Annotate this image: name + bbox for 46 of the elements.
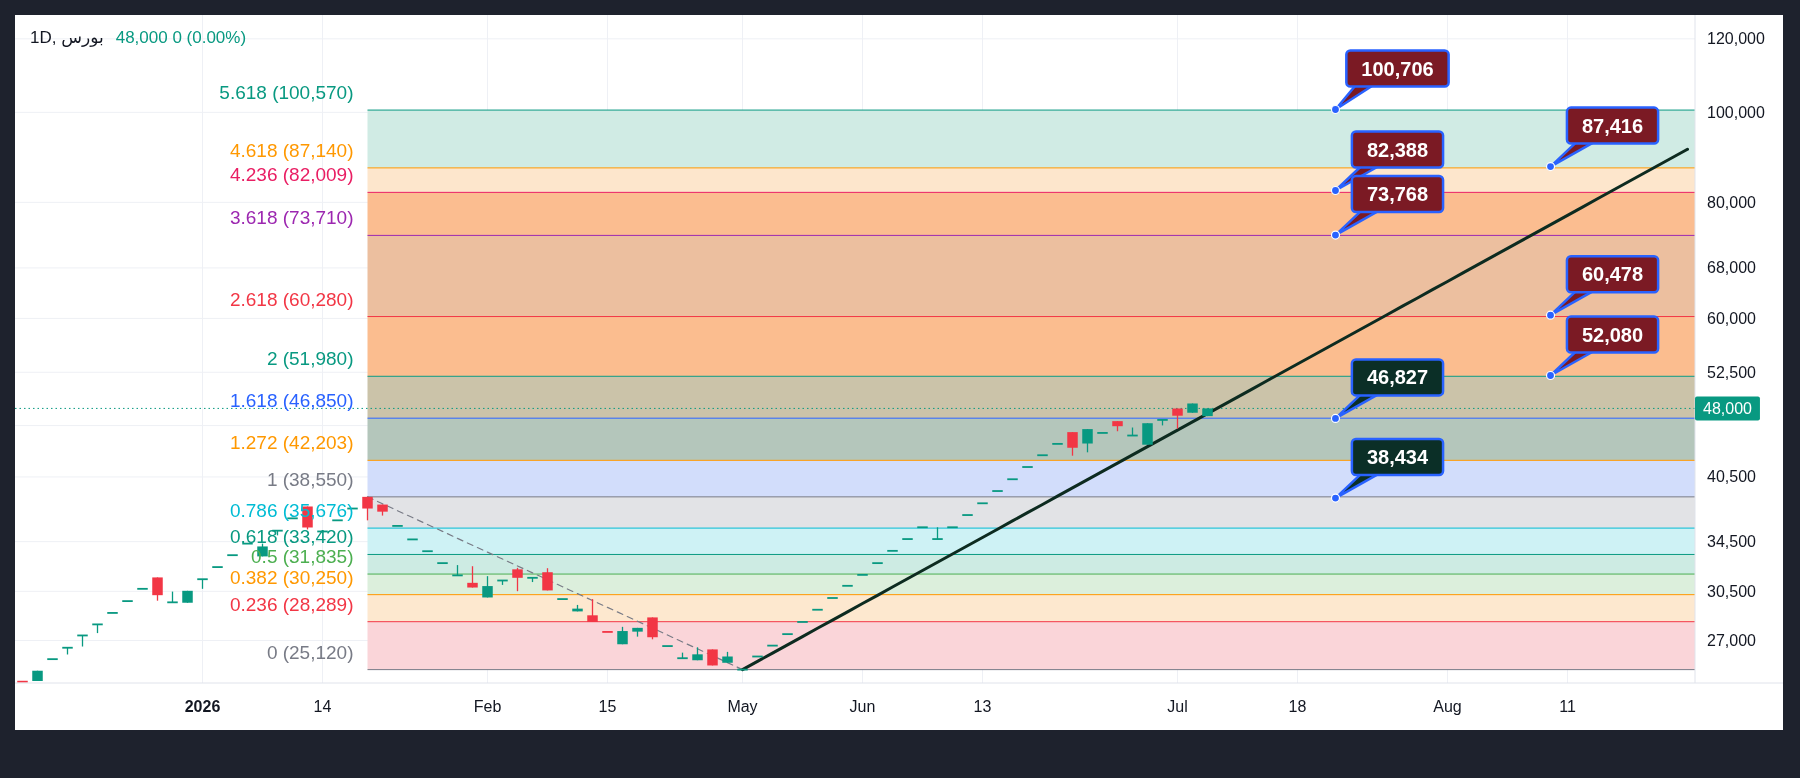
annotation: 46,827 [1366, 366, 1429, 389]
ref-line-label: 1 (38,550) [266, 468, 354, 490]
annotation: 73,768 [1366, 183, 1429, 206]
y-tick-label: 40,500 [1707, 468, 1757, 486]
y-tick-label: 60,000 [1707, 309, 1757, 327]
x-tick-label: 13 [973, 698, 992, 715]
x-tick-label: 14 [313, 698, 332, 715]
ref-line-label: 5.618 (100,570) [219, 82, 354, 104]
ref-line-label: 4.618 (87,140) [229, 139, 354, 161]
annotation: 100,706 [1361, 57, 1434, 80]
x-tick-label: 15 [598, 698, 617, 715]
ref-line-label: 2.618 (60,280) [229, 288, 354, 310]
y-tick-label: 120,000 [1707, 30, 1765, 48]
ref-line-label: 0.236 (28,289) [229, 593, 354, 615]
y-tick-label: 34,500 [1707, 533, 1757, 551]
y-tick-label: 80,000 [1707, 193, 1757, 211]
x-tick-label: Jun [849, 698, 876, 715]
y-tick-label: 100,000 [1707, 103, 1765, 121]
annotation: 60,478 [1581, 263, 1644, 286]
x-tick-label: Feb [473, 698, 502, 715]
ref-line-label: 4.236 (82,009) [229, 164, 354, 186]
text: 48,000 0 (0.00%) [115, 28, 247, 47]
ref-line-label: 1.272 (42,203) [229, 432, 354, 454]
x-tick-label: 18 [1288, 698, 1307, 715]
y-tick-label: 52,500 [1707, 363, 1757, 381]
x-tick-label: Aug [1433, 698, 1462, 715]
annotation: 38,434 [1366, 446, 1429, 469]
ref-line-label: 0.618 (33,420) [229, 526, 354, 548]
x-tick-label: 11 [1559, 698, 1576, 715]
text: 1D, بورس [30, 28, 104, 47]
ref-line-label: 0.5 (31,835) [251, 546, 354, 568]
ref-line-label: 0 (25,120) [266, 641, 354, 663]
annotation: 87,416 [1581, 114, 1644, 137]
y-tick-label: 68,000 [1707, 259, 1757, 277]
y-tick-label: 30,500 [1707, 582, 1757, 600]
ref-line-label: 2 (51,980) [266, 348, 354, 370]
ref-line-label: 3.618 (73,710) [229, 207, 354, 229]
y-tick-label: 27,000 [1707, 632, 1757, 649]
x-tick-label: Jul [1167, 698, 1188, 715]
annotation: 82,388 [1366, 138, 1429, 161]
x-tick-label: May [727, 698, 758, 715]
ref-line-label: 48,000 [1703, 399, 1753, 417]
annotation: 52,080 [1581, 323, 1644, 346]
ref-line-label: 0.382 (30,250) [229, 566, 354, 588]
x-tick-label: 2026 [184, 698, 221, 715]
ref-line-label: 1.618 (46,850) [229, 390, 354, 412]
